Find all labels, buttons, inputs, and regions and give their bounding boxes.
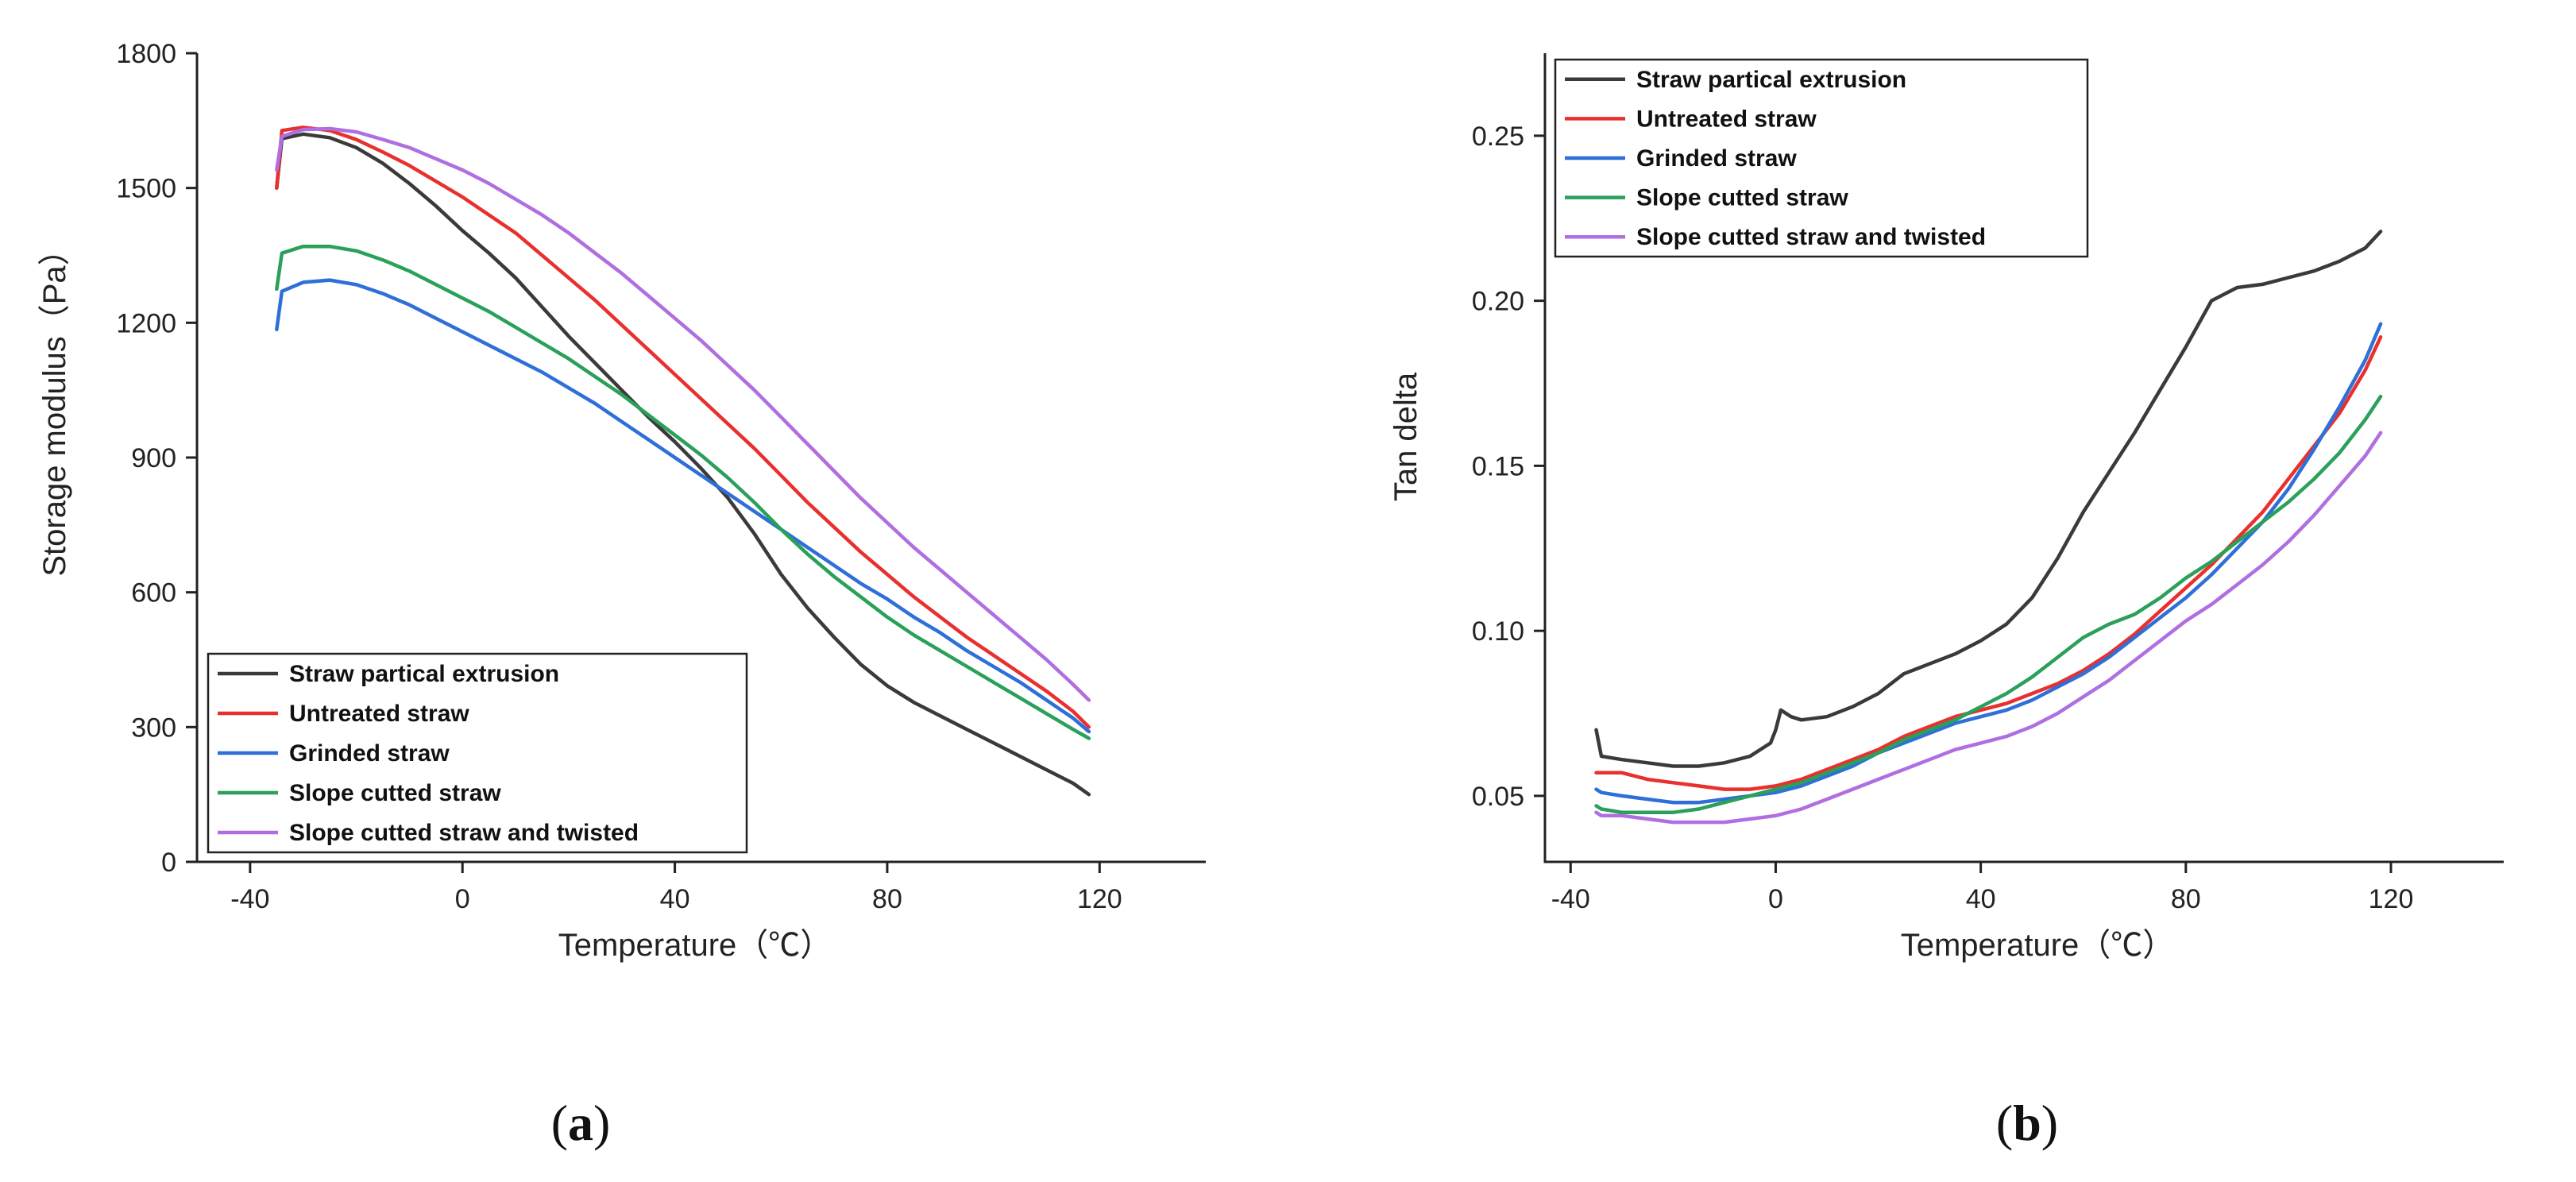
chart-b-series-line-5: [1594, 431, 2383, 825]
chart-b-y-tick-labels: 0.05 0.10 0.15 0.20 0.25: [1472, 122, 1524, 812]
chart-a-y-tick-label: 900: [131, 443, 176, 473]
chart-b-series-line-4: [1594, 394, 2383, 814]
chart-b-x-tick-label: 120: [2369, 884, 2414, 914]
chart-b-y-tick-label: 0.10: [1472, 616, 1524, 647]
chart-b-x-tick-label: 40: [1966, 884, 1996, 914]
chart-b-legend-label-3: Grinded straw: [1636, 145, 1797, 172]
chart-b-y-tick-label: 0.25: [1472, 122, 1524, 152]
chart-b-x-tick-label: 0: [1768, 884, 1783, 914]
chart-b-tick-marks: [1534, 134, 2393, 873]
chart-a-y-tick-label: 0: [161, 848, 176, 878]
panel-label-b: (b): [1996, 1095, 2058, 1151]
panel-label-a-letter: a: [568, 1095, 593, 1151]
chart-a-x-tick-label: 40: [660, 884, 690, 914]
chart-a-y-tick-label: 600: [131, 578, 176, 608]
chart-a-y-tick-label: 1800: [116, 39, 176, 69]
chart-a-storage-modulus: -40 0 40 80 120 0 300 600 900 1200 1500 1800 Tempe…: [37, 39, 1206, 963]
chart-a-legend-box: [207, 652, 748, 854]
chart-b-y-tick-label: 0.15: [1472, 451, 1524, 481]
chart-b-legend: Straw partical extrusion Untreated straw G…: [1554, 58, 2089, 258]
panel-label-b-open: (: [1996, 1095, 2013, 1151]
chart-a-legend-label-3: Grinded straw: [289, 740, 450, 767]
chart-a-x-tick-label: 80: [872, 884, 902, 914]
chart-a-legend-label-4: Slope cutted straw: [289, 780, 501, 806]
chart-b-series-line-1: [1594, 230, 2383, 768]
chart-a-legend-label-2: Untreated straw: [289, 701, 469, 727]
chart-a-series-line-4: [275, 244, 1091, 740]
chart-b-x-axis-title: Temperature（℃）: [1901, 928, 2175, 963]
chart-a-x-tick-label: -40: [230, 884, 269, 914]
chart-b-y-tick-label: 0.20: [1472, 287, 1524, 317]
chart-b-axis-lines: [1543, 53, 2504, 863]
chart-b-series-line-2: [1594, 335, 2383, 791]
chart-a-y-tick-label: 1500: [116, 174, 176, 204]
chart-b-legend-label-4: Slope cutted straw: [1636, 185, 1848, 211]
chart-a-series-lines: [275, 126, 1091, 797]
chart-b-legend-label-1: Straw partical extrusion: [1636, 67, 1906, 93]
chart-a-tick-marks: [186, 52, 1101, 873]
chart-a-x-tick-label: 120: [1077, 884, 1122, 914]
panel-label-a: (a): [551, 1095, 611, 1151]
chart-b-x-tick-labels: -40 0 40 80 120: [1551, 884, 2414, 914]
chart-a-legend-label-5: Slope cutted straw and twisted: [289, 820, 639, 846]
chart-a-x-tick-label: 0: [455, 884, 470, 914]
chart-b-tan-delta: -40 0 40 80 120 0.05 0.10 0.15 0.20 0.25 Tempera…: [1388, 53, 2504, 963]
chart-b-legend-label-5: Slope cutted straw and twisted: [1636, 224, 1986, 250]
chart-a-legend: Straw partical extrusion Untreated straw G…: [207, 652, 748, 854]
chart-a-series-line-1: [275, 132, 1091, 797]
chart-a-series-line-3: [275, 278, 1091, 734]
chart-a-y-tick-label: 1200: [116, 308, 176, 338]
chart-b-legend-label-2: Untreated straw: [1636, 106, 1817, 132]
chart-a-x-tick-labels: -40 0 40 80 120: [230, 884, 1122, 914]
chart-b-x-tick-label: -40: [1551, 884, 1590, 914]
chart-b-y-tick-label: 0.05: [1472, 782, 1524, 812]
chart-b-legend-box: [1554, 58, 2089, 258]
chart-b-series-lines: [1594, 230, 2383, 825]
chart-a-y-axis-title: Storage modulus（Pa）: [37, 234, 72, 576]
chart-a-x-axis-title: Temperature（℃）: [558, 928, 832, 963]
chart-b-y-axis-title: Tan delta: [1388, 372, 1423, 501]
panel-label-a-open: (: [551, 1095, 568, 1151]
chart-a-series-line-5: [275, 126, 1091, 702]
panel-label-b-close: ): [2041, 1095, 2058, 1151]
chart-a-y-tick-label: 300: [131, 713, 176, 743]
chart-a-legend-label-1: Straw partical extrusion: [289, 661, 559, 687]
chart-b-x-tick-label: 80: [2171, 884, 2201, 914]
panel-label-a-close: ): [593, 1095, 610, 1151]
chart-a-series-line-2: [275, 126, 1091, 729]
chart-a-y-tick-labels: 0 300 600 900 1200 1500 1800: [116, 39, 176, 878]
panel-label-b-letter: b: [2013, 1095, 2041, 1151]
